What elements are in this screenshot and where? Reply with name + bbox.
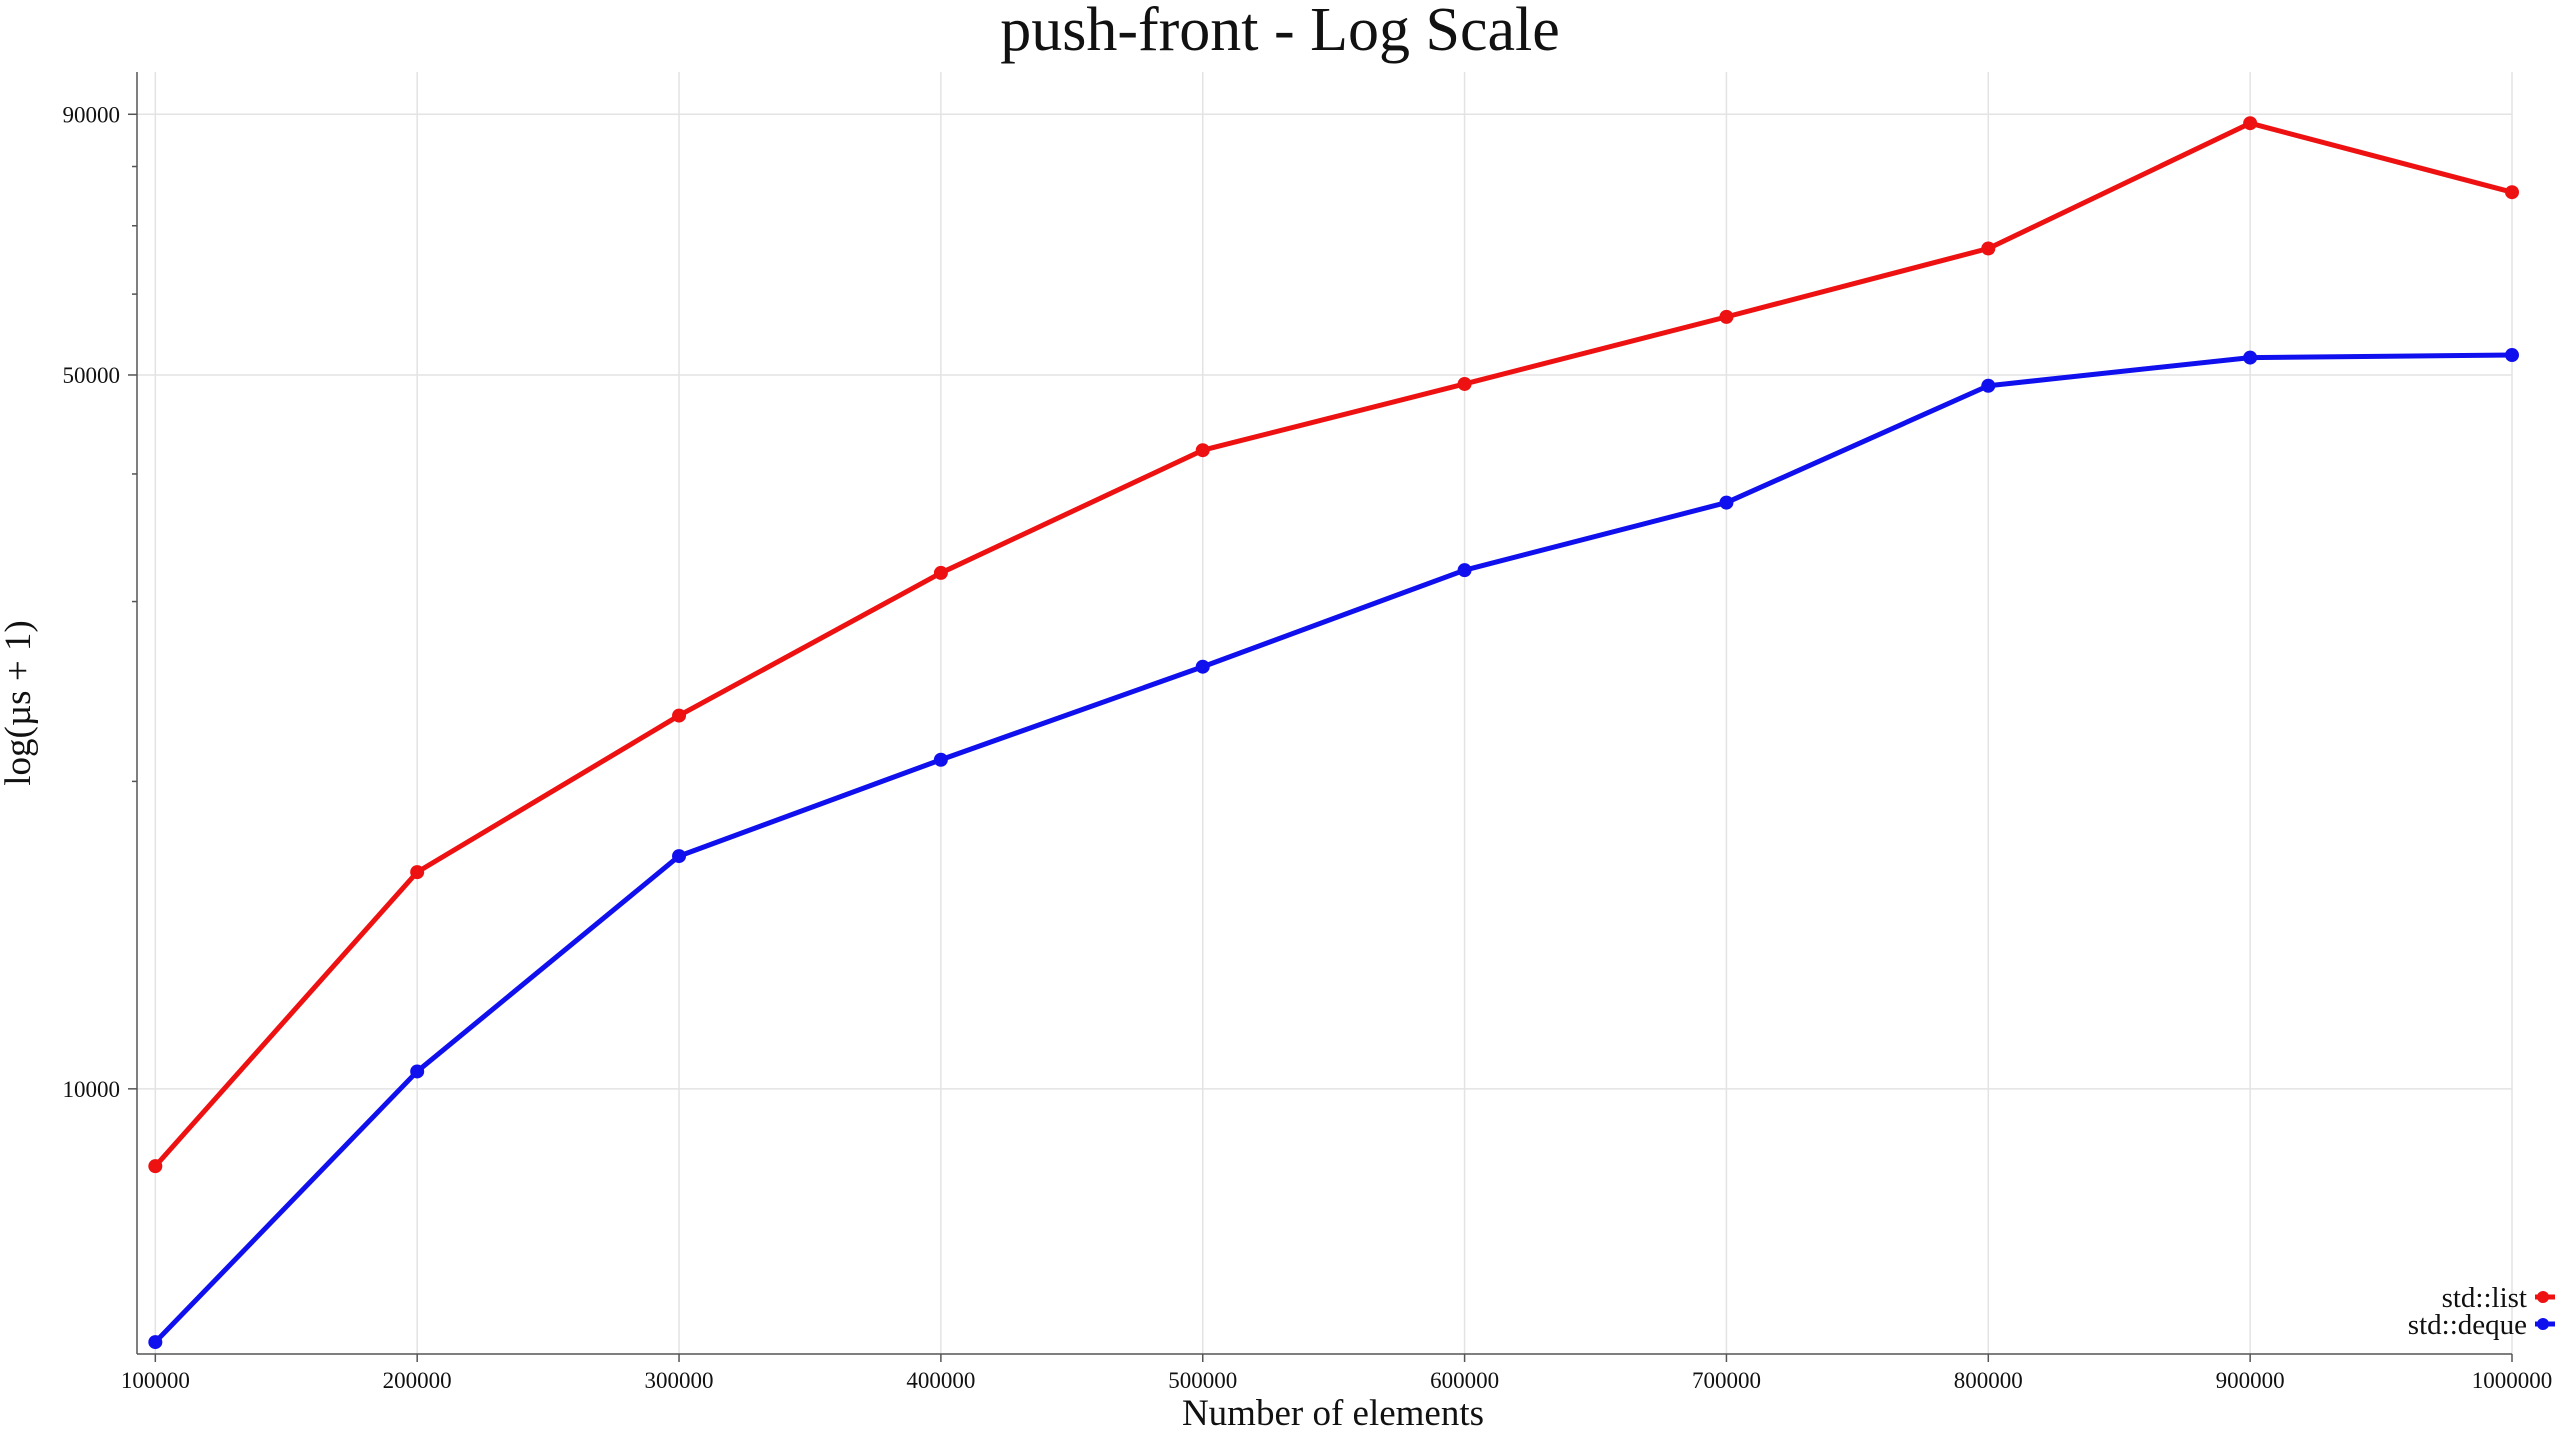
data-point — [1457, 563, 1472, 578]
legend-item: std::deque — [2408, 1309, 2555, 1341]
data-point — [933, 752, 948, 767]
data-point — [672, 708, 687, 723]
data-point — [1457, 376, 1472, 391]
series-layer — [148, 116, 2519, 1350]
x-tick-label: 600000 — [1430, 1368, 1499, 1393]
x-tick-label: 200000 — [383, 1368, 452, 1393]
data-point — [1195, 443, 1210, 458]
data-point — [672, 849, 687, 864]
x-tick-label: 500000 — [1168, 1368, 1237, 1393]
series-line — [152, 120, 2515, 1169]
x-tick-label: 900000 — [2216, 1368, 2285, 1393]
series-line — [152, 352, 2515, 1345]
series-deque — [148, 348, 2519, 1350]
legend-marker-swatch — [2537, 1318, 2549, 1330]
grid-layer — [137, 72, 2513, 1354]
x-tick-label: 1000000 — [2472, 1368, 2553, 1393]
data-point — [148, 1335, 163, 1350]
legend-label: std::list — [2442, 1282, 2527, 1314]
data-point — [410, 1064, 425, 1079]
data-point — [1195, 659, 1210, 674]
x-axis-title: Number of elements — [1182, 1393, 1484, 1434]
x-tick-label: 100000 — [121, 1368, 190, 1393]
ticks-layer: 100000 200000 300000 400000 500000 600000 7000… — [63, 102, 2553, 1393]
data-point — [933, 565, 948, 580]
axes-layer — [136, 72, 2512, 1355]
data-point — [2505, 185, 2519, 200]
chart-title: push-front - Log Scale — [1000, 0, 1560, 64]
y-tick-label: 10000 — [63, 1077, 121, 1102]
data-point — [2243, 350, 2258, 365]
data-point — [1981, 241, 1996, 256]
y-axis-title: log(µs + 1) — [0, 620, 39, 786]
y-tick-label: 90000 — [63, 102, 121, 127]
data-point — [1719, 495, 1734, 510]
x-tick-label: 300000 — [645, 1368, 714, 1393]
legend-marker-swatch — [2537, 1291, 2549, 1303]
data-point — [148, 1159, 163, 1174]
y-tick-label: 50000 — [63, 363, 121, 388]
data-point — [2505, 348, 2519, 363]
data-point — [410, 865, 425, 880]
data-point — [1981, 378, 1996, 393]
legend-label: std::deque — [2408, 1309, 2527, 1341]
data-point — [1719, 309, 1734, 324]
series-list — [148, 116, 2519, 1174]
legend-item: std::list — [2442, 1282, 2555, 1314]
x-tick-label: 800000 — [1954, 1368, 2023, 1393]
x-tick-label: 400000 — [906, 1368, 975, 1393]
data-point — [2243, 116, 2258, 131]
x-tick-label: 700000 — [1692, 1368, 1761, 1393]
